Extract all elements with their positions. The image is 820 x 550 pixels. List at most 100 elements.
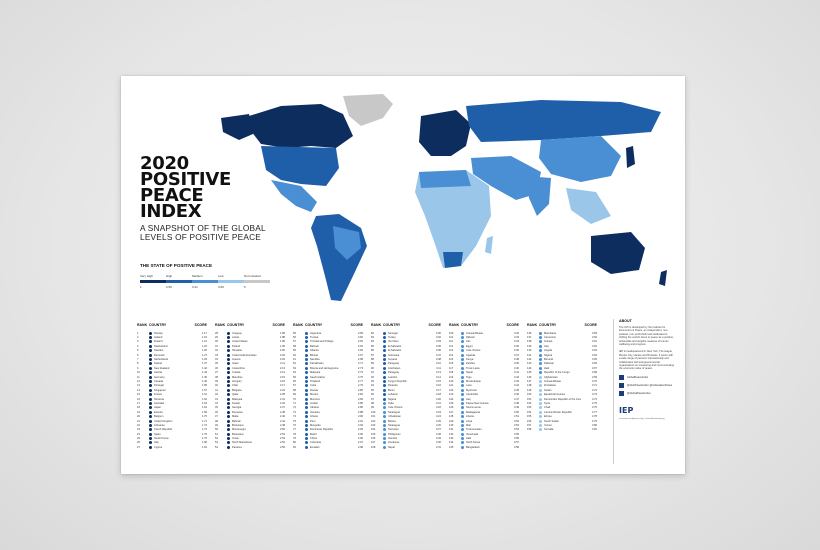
row-status-dot	[305, 419, 308, 423]
row-rank: 125	[449, 401, 454, 405]
row-country: Chad	[544, 406, 551, 410]
row-country: Guinea-Bissau	[544, 379, 562, 383]
row-country: Russia	[310, 388, 318, 392]
row-score: 3.24	[435, 415, 441, 419]
row-status-dot	[383, 340, 386, 344]
table-row: 35 Israel 2.11	[215, 362, 285, 366]
row-score: 3.45	[513, 388, 519, 392]
row-rank: 142	[527, 358, 532, 362]
row-score: 2.53	[279, 432, 285, 436]
table-row: 126 Sierra Leone 3.49	[449, 406, 519, 410]
row-score: 1.43	[201, 371, 207, 375]
row-country: Italy	[154, 441, 159, 445]
table-row: 109 Guinea-Bissau 3.32	[449, 331, 519, 335]
row-score: 1.95	[279, 344, 285, 348]
table-row: 141 Nigeria 3.64	[527, 353, 597, 357]
row-status-dot	[539, 344, 542, 348]
row-country: Rwanda	[388, 384, 398, 388]
row-score: 3.25	[435, 419, 441, 423]
map-middle-east	[471, 156, 541, 200]
row-status-dot	[227, 366, 230, 370]
table-row: 87 Indonesia 3.07	[371, 353, 441, 357]
table-row: 80 Colombia 2.97	[293, 441, 363, 445]
table-row: 69 Mexico 2.82	[293, 392, 363, 397]
row-country: Gambia	[388, 437, 398, 441]
row-status-dot	[305, 397, 308, 401]
table-row: 59 Albania 2.66	[293, 349, 363, 353]
table-row: 53 North Macedonia 2.54	[215, 441, 285, 445]
social-twitter[interactable]: @GlobPeaceIndex @IndicesEcoPeace	[619, 382, 675, 388]
row-country: Lesotho	[388, 375, 398, 379]
row-rank: 143	[527, 362, 532, 366]
social-instagram[interactable]: @GlobalPeaceIndex	[619, 390, 675, 396]
row-score: 1.42	[201, 366, 207, 370]
header-score: SCORE	[350, 323, 363, 327]
table-row: 92 Lesotho 3.14	[371, 375, 441, 379]
row-status-dot	[383, 375, 386, 379]
row-status-dot	[461, 401, 464, 405]
map-south-africa	[443, 252, 463, 268]
row-country: Slovakia	[232, 349, 242, 353]
row-score: 2.80	[357, 388, 363, 392]
legend-label: Not included	[244, 274, 261, 278]
table-row: 74 Ghana 2.90	[293, 414, 363, 419]
table-row: 93 Kyrgyz Republic 3.15	[371, 379, 441, 383]
row-rank: 21	[137, 419, 140, 423]
row-status-dot	[305, 371, 308, 375]
row-rank: 104	[371, 428, 376, 432]
row-score: 3.10	[435, 362, 441, 366]
row-score: 2.03	[279, 358, 285, 362]
table-row: 79 China 2.96	[293, 436, 363, 441]
table-row: 44 Kuwait 2.32	[215, 401, 285, 405]
row-status-dot	[461, 331, 464, 335]
header-score: SCORE	[272, 323, 285, 327]
row-rank: 92	[371, 375, 374, 379]
row-status-dot	[305, 349, 308, 353]
row-country: Sudan	[544, 388, 552, 392]
row-country: Bosnia and Herzegovina	[310, 366, 339, 370]
table-row: 88 Guyana 3.08	[371, 357, 441, 362]
row-country: Mali	[466, 423, 471, 427]
row-country: Zimbabwe	[544, 384, 556, 388]
table-row: 127 Madagascar 3.50	[449, 410, 519, 414]
row-score: 2.75	[357, 375, 363, 379]
row-country: Angola	[544, 349, 553, 353]
row-country: Montenegro	[232, 428, 246, 432]
table-row: 153 Chad 3.76	[527, 406, 597, 410]
row-rank: 64	[293, 371, 296, 375]
row-score: 2.11	[280, 362, 285, 366]
row-rank: 145	[527, 371, 532, 375]
table-row: 110 Djibouti 3.33	[449, 335, 519, 340]
row-country: Germany	[154, 375, 165, 379]
row-score: 3.58	[513, 445, 519, 449]
row-status-dot	[305, 437, 308, 441]
footer-links[interactable]: economicsandpeace.org | visionofhumanity…	[619, 417, 665, 420]
header-country: COUNTRY	[383, 323, 401, 327]
row-score: 1.71	[201, 419, 207, 423]
row-status-dot	[149, 441, 152, 445]
table-row: 121 Laos 3.44	[449, 384, 519, 388]
table-row: 112 Egypt 3.35	[449, 344, 519, 348]
row-status-dot	[149, 428, 152, 432]
about-title: ABOUT	[619, 319, 632, 323]
row-score: 3.27	[435, 428, 441, 432]
map-brazil-light	[333, 226, 361, 260]
row-status-dot	[305, 353, 308, 357]
row-rank: 15	[137, 393, 140, 397]
social-facebook[interactable]: GlobalPeaceIndex	[619, 374, 675, 380]
row-country: Thailand	[310, 379, 320, 383]
table-row: 91 Paraguay 3.13	[371, 371, 441, 375]
table-row: 75 Peru 2.91	[293, 419, 363, 423]
row-country: Cameroon	[544, 336, 557, 340]
row-status-dot	[305, 384, 308, 388]
row-country: Uganda	[466, 353, 476, 357]
row-score: 1.74	[201, 423, 207, 427]
table-row: 114 Uganda 3.37	[449, 353, 519, 357]
row-status-dot	[149, 432, 152, 436]
row-rank: 151	[527, 397, 532, 401]
table-row: 43 Malaysia 2.31	[215, 397, 285, 401]
table-row: 5 Sweden 1.25	[137, 349, 207, 353]
header-country: COUNTRY	[149, 323, 167, 327]
map-china	[539, 136, 621, 182]
row-rank: 95	[371, 388, 374, 392]
